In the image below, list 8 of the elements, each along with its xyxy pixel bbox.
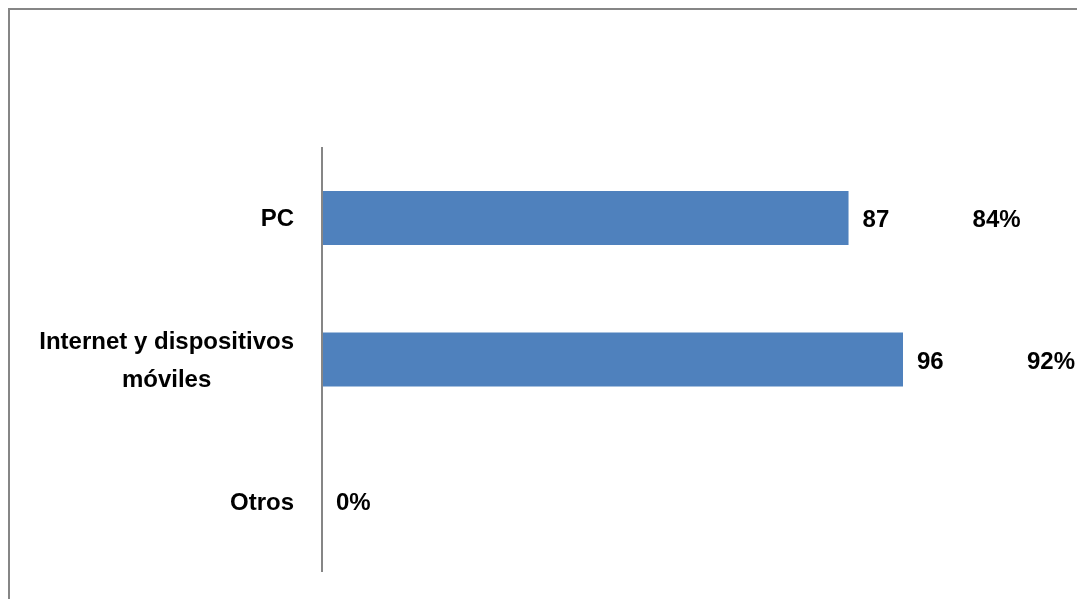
y-tick-label: Internet y dispositivos móviles	[39, 327, 294, 392]
annotation: 0%	[336, 487, 371, 515]
y-tick-label: PC	[260, 204, 294, 232]
y-tick-label: Otros	[229, 487, 294, 515]
text: 84%	[972, 204, 1021, 232]
text: 92%	[1027, 346, 1076, 373]
data-label: 87	[862, 204, 890, 232]
data-label: 96	[917, 346, 944, 374]
